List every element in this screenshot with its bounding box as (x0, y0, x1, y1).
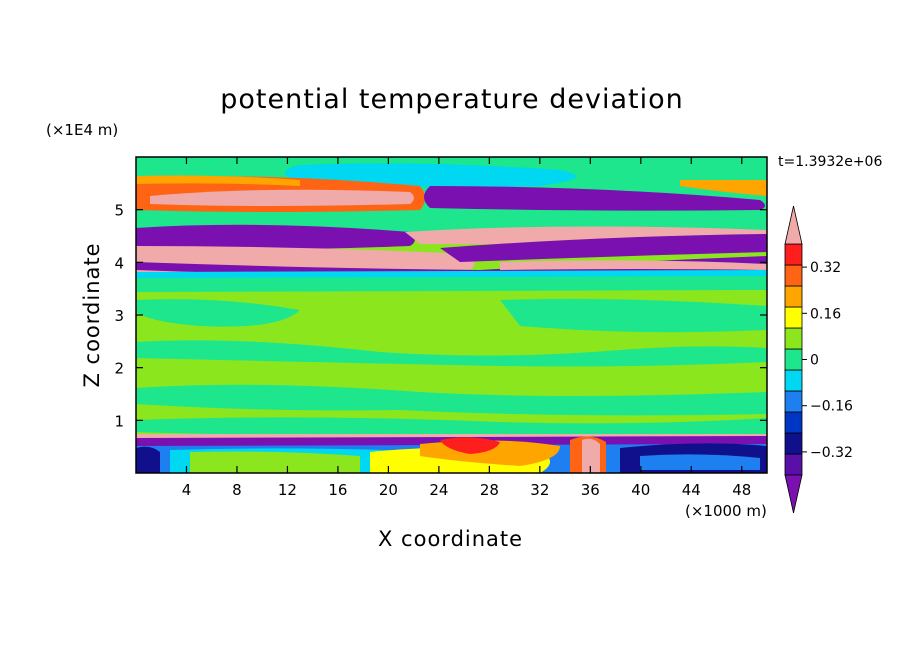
y-tick-label: 4 (114, 254, 124, 272)
bottom-red-mid (440, 437, 500, 454)
x-tick-label: 12 (278, 481, 297, 499)
y-tick-label: 3 (114, 307, 124, 325)
contour-field (136, 157, 767, 473)
y-tick-label: 5 (114, 202, 124, 220)
x-tick-label: 44 (682, 481, 701, 499)
x-tick-label: 28 (480, 481, 499, 499)
x-tick-label: 32 (530, 481, 549, 499)
x-tick-label: 4 (182, 481, 192, 499)
mid-green-patch-5 (136, 417, 767, 438)
colorbar-box (784, 411, 803, 434)
lower-pink-right (500, 260, 767, 270)
x-tick-label: 20 (379, 481, 398, 499)
mid-green-patch-3 (136, 340, 767, 367)
x-tick-label: 8 (232, 481, 242, 499)
x-tick-label: 48 (732, 481, 751, 499)
bottom-cyan-left-edge (136, 446, 160, 473)
mid-green-patch-2 (500, 298, 767, 333)
colorbar-tick-label: −0.16 (810, 399, 853, 415)
mid-purple-right (440, 234, 767, 262)
top-orange-band (136, 175, 300, 186)
x-axis-unit: (×1000 m) (685, 502, 767, 520)
colorbar-tick-label: 0 (810, 353, 819, 369)
x-axis-label: X coordinate (378, 527, 524, 551)
colorbar-top-arrow (784, 205, 803, 245)
x-tick-label: 16 (328, 481, 347, 499)
y-tick-label: 2 (114, 360, 124, 378)
colorbar-box (784, 306, 803, 329)
chart-title: potential temperature deviation (220, 84, 684, 115)
timestamp-label: t=1.3932e+06 (778, 154, 883, 170)
colorbar-tick-label: 0.16 (810, 306, 841, 322)
colorbar-box (784, 453, 803, 476)
colorbar-box (784, 327, 803, 350)
mid-purple-band (136, 224, 415, 250)
x-tick-label: 24 (429, 481, 448, 499)
top-purple-band (424, 186, 765, 211)
y-tick-label: 1 (114, 412, 124, 430)
colorbar-box (784, 348, 803, 371)
colorbar-box (784, 285, 803, 308)
colorbar-box (784, 390, 803, 413)
colorbar-tick-label: 0.32 (810, 260, 841, 276)
mid-green-patch-4 (136, 384, 767, 416)
colorbar-box (784, 243, 803, 266)
colorbar-tick-label: −0.32 (810, 445, 853, 461)
top-pink-band (150, 189, 414, 206)
x-axis-ticks: 4 8 12 16 20 24 28 32 36 40 44 48 (182, 157, 751, 499)
colorbar-box (784, 432, 803, 455)
x-tick-label: 40 (631, 481, 650, 499)
y-axis-unit: (×1E4 m) (46, 121, 119, 139)
lower-green-strip (136, 276, 767, 292)
colorbar-bottom-arrow (784, 474, 803, 514)
colorbar-box (784, 369, 803, 392)
bottom-blue-right (640, 454, 760, 470)
bottom-green-left (190, 451, 360, 473)
bottom-pink-plume (582, 438, 600, 473)
colorbar: 0.32 0.16 0 −0.16 −0.32 (784, 205, 853, 514)
colorbar-box (784, 264, 803, 287)
top-right-orange (680, 180, 767, 196)
x-tick-label: 36 (581, 481, 600, 499)
mid-green-patch-1 (136, 299, 300, 327)
y-axis-ticks: 1 2 3 4 5 (114, 202, 767, 430)
